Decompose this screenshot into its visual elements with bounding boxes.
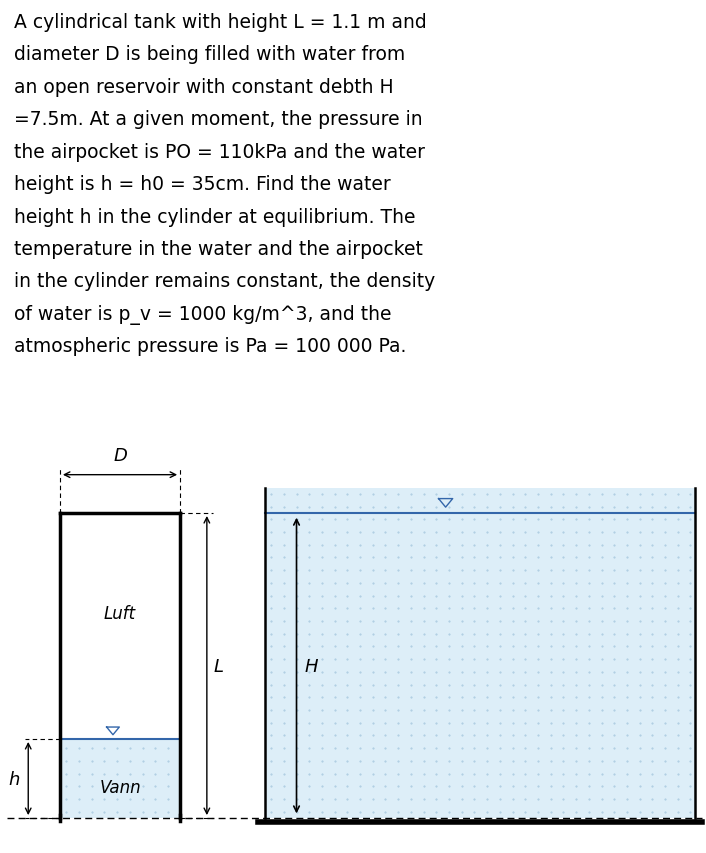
Text: A cylindrical tank with height L = 1.1 m and: A cylindrical tank with height L = 1.1 m… — [14, 13, 427, 32]
Text: temperature in the water and the airpocket: temperature in the water and the airpock… — [14, 240, 423, 258]
Text: atmospheric pressure is Pa = 100 000 Pa.: atmospheric pressure is Pa = 100 000 Pa. — [14, 337, 407, 356]
Text: in the cylinder remains constant, the density: in the cylinder remains constant, the de… — [14, 272, 436, 291]
Text: =7.5m. At a given moment, the pressure in: =7.5m. At a given moment, the pressure i… — [14, 110, 423, 129]
Text: height is h = h0 = 35cm. Find the water: height is h = h0 = 35cm. Find the water — [14, 175, 391, 194]
Bar — [60, 514, 180, 740]
Text: an open reservoir with constant debth H: an open reservoir with constant debth H — [14, 78, 394, 96]
Text: height h in the cylinder at equilibrium. The: height h in the cylinder at equilibrium.… — [14, 207, 416, 226]
Text: the airpocket is PO = 110kPa and the water: the airpocket is PO = 110kPa and the wat… — [14, 142, 425, 161]
Text: h: h — [8, 769, 20, 787]
Text: H: H — [305, 657, 318, 675]
Bar — [60, 740, 180, 818]
Text: diameter D is being filled with water from: diameter D is being filled with water fr… — [14, 45, 405, 64]
Text: L: L — [214, 657, 224, 675]
Text: D: D — [113, 447, 127, 465]
Text: of water is p_v = 1000 kg/m^3, and the: of water is p_v = 1000 kg/m^3, and the — [14, 305, 392, 324]
Bar — [265, 489, 695, 818]
Text: Vann: Vann — [100, 778, 140, 796]
Text: Luft: Luft — [104, 605, 136, 623]
